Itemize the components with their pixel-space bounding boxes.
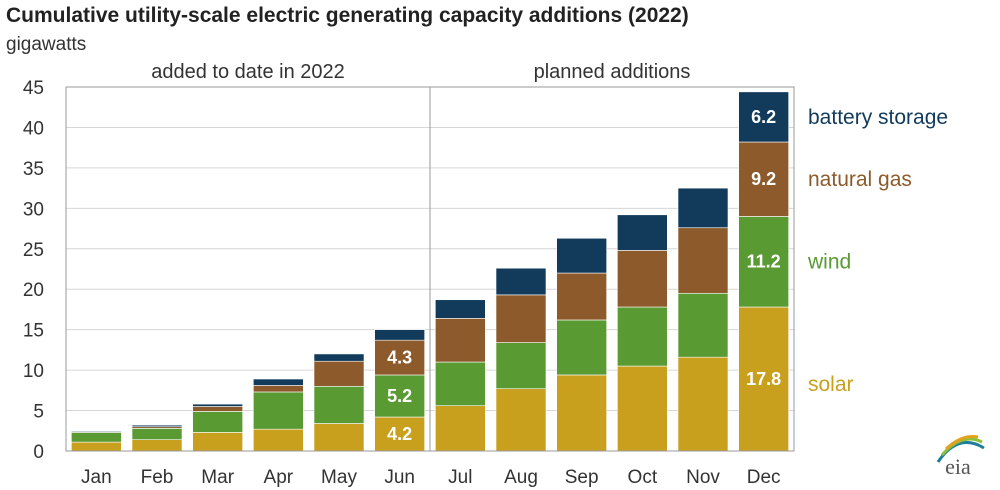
y-tick-label-15: 15 <box>23 321 44 342</box>
chart-title: Cumulative utility-scale electric genera… <box>6 4 689 27</box>
y-tick-label-40: 40 <box>23 118 44 139</box>
bar-wind-dec <box>738 216 789 308</box>
bar-natural-gas-dec <box>738 141 789 217</box>
logo-swoosh-blue <box>936 440 985 463</box>
bar-battery-storage-jan <box>71 430 122 432</box>
y-tick-label-0: 0 <box>33 442 44 463</box>
y-tick-label-25: 25 <box>23 240 44 261</box>
bar-battery-storage-oct <box>617 214 668 251</box>
legend-entry-natural-gas: natural gas <box>808 168 912 191</box>
legend-entry-wind: wind <box>807 251 851 274</box>
legend-entry-solar: solar <box>808 373 854 396</box>
bar-wind-jan <box>71 432 122 443</box>
legend: battery storage natural gas wind solar <box>807 106 948 396</box>
bar-solar-sep <box>556 374 607 452</box>
y-tick-label-20: 20 <box>23 280 44 301</box>
bar-wind-jun <box>374 374 425 418</box>
bar-natural-gas-oct <box>617 250 668 308</box>
bar-solar-apr <box>253 428 304 452</box>
bar-solar-may <box>313 423 365 452</box>
bar-wind-nov <box>677 292 729 358</box>
bar-natural-gas-apr <box>253 385 304 393</box>
x-tick-label-jun: Jun <box>384 467 415 488</box>
bar-wind-oct <box>617 306 668 367</box>
logo-swoosh-gold <box>944 435 979 451</box>
x-tick-label-feb: Feb <box>141 467 174 488</box>
bar-wind-mar <box>192 411 243 433</box>
bar-battery-storage-feb <box>131 424 183 428</box>
bar-battery-storage-nov <box>677 187 729 229</box>
data-label-wind-dec: 11.2 <box>747 252 781 272</box>
y-tick-label-30: 30 <box>23 199 44 220</box>
bar-solar-jan <box>71 441 122 452</box>
x-tick-label-mar: Mar <box>201 467 234 488</box>
bar-battery-storage-mar <box>192 403 243 407</box>
legend-entry-battery-storage: battery storage <box>808 106 948 129</box>
x-tick-label-dec: Dec <box>747 467 781 488</box>
bar-battery-storage-jun <box>374 329 425 341</box>
bar-natural-gas-jun <box>374 339 425 376</box>
bar-solar-feb <box>131 439 183 452</box>
bar-wind-may <box>313 385 365 424</box>
bar-wind-feb <box>131 428 183 440</box>
bar-solar-aug <box>495 388 547 452</box>
x-tick-label-aug: Aug <box>504 467 538 488</box>
bar-battery-storage-jul <box>435 299 486 319</box>
bar-natural-gas-aug <box>495 294 547 343</box>
x-tick-label-jan: Jan <box>81 467 112 488</box>
y-tick-label-45: 45 <box>23 78 44 99</box>
bar-natural-gas-mar <box>192 406 243 412</box>
bar-natural-gas-may <box>313 360 365 387</box>
bar-wind-aug <box>495 342 547 390</box>
data-label-solar-jun: 4.2 <box>387 424 412 444</box>
bar-solar-dec <box>738 306 789 452</box>
data-labels: 4.2 5.2 4.3 17.8 11.2 9.2 6.2 <box>387 107 781 444</box>
bar-wind-apr <box>253 391 304 430</box>
unit-label: gigawatts <box>6 34 87 55</box>
y-tick-label-10: 10 <box>23 361 44 382</box>
x-tick-label-may: May <box>321 467 357 488</box>
bar-wind-sep <box>556 319 607 376</box>
bar-battery-storage-may <box>313 353 365 362</box>
data-label-solar-dec: 17.8 <box>746 369 781 389</box>
bar-solar-jul <box>435 405 486 452</box>
section-label-planned-additions: planned additions <box>534 61 691 83</box>
bars <box>71 91 789 452</box>
bar-battery-storage-sep <box>556 237 607 274</box>
data-label-wind-jun: 5.2 <box>387 386 412 406</box>
data-label-natural-gas-dec: 9.2 <box>751 169 776 189</box>
x-tick-label-nov: Nov <box>686 467 720 488</box>
bar-solar-oct <box>617 365 668 452</box>
y-tick-label-35: 35 <box>23 159 44 180</box>
bar-natural-gas-nov <box>677 227 729 294</box>
bar-battery-storage-dec <box>738 91 789 143</box>
bar-solar-mar <box>192 432 243 452</box>
logo-text: eia <box>945 454 971 479</box>
eia-logo: eia <box>936 435 985 479</box>
logo-swoosh-green <box>940 437 983 456</box>
x-tick-label-jul: Jul <box>448 467 472 488</box>
x-tick-label-apr: Apr <box>264 467 294 488</box>
data-label-natural-gas-jun: 4.3 <box>387 348 412 368</box>
y-tick-label-5: 5 <box>33 402 44 423</box>
x-tick-label-oct: Oct <box>628 467 658 488</box>
bar-solar-nov <box>677 356 729 452</box>
data-label-battery-storage-dec: 6.2 <box>751 107 776 127</box>
bar-natural-gas-sep <box>556 272 607 321</box>
bar-battery-storage-aug <box>495 267 547 296</box>
axes: 0 5 10 15 20 25 30 35 40 45 added to date in 2022 p… <box>23 61 795 488</box>
section-label-added-to-date-in-2022: added to date in 2022 <box>151 61 345 83</box>
bar-wind-jul <box>435 361 486 407</box>
bar-battery-storage-apr <box>253 378 304 386</box>
x-tick-label-sep: Sep <box>565 467 599 488</box>
bar-natural-gas-jul <box>435 318 486 363</box>
